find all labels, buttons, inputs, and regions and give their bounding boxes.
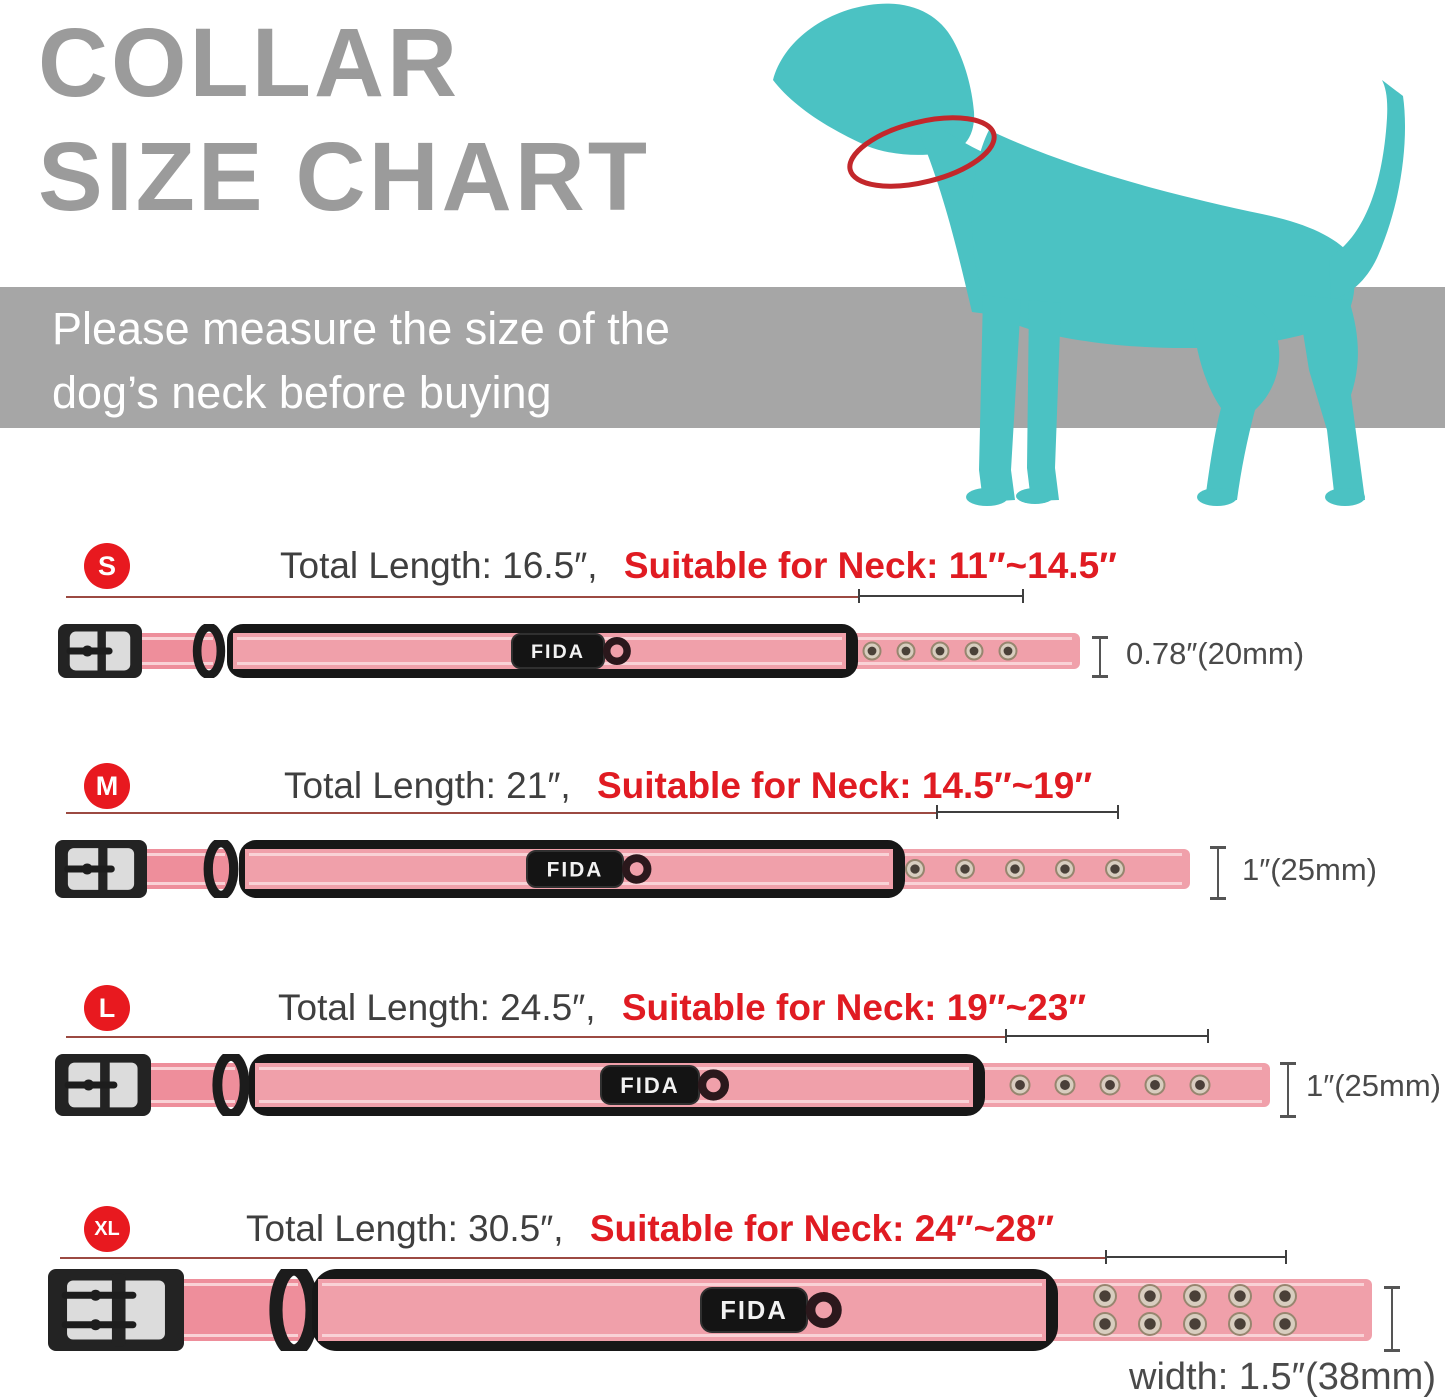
collar-image-m: FIDA (55, 840, 1190, 898)
width-label: 1″(25mm) (1306, 1068, 1441, 1103)
size-badge-s: S (84, 543, 130, 589)
length-line (66, 812, 936, 814)
neck-range-segment (858, 589, 1024, 603)
size-badge-m: M (84, 763, 130, 809)
size-badge-label: L (98, 992, 116, 1023)
neck-range-text: Suitable for Neck: 11″~14.5″ (623, 545, 1117, 586)
neck-range-segment (936, 805, 1119, 819)
width-label: 1″(25mm) (1242, 852, 1377, 887)
size-badge-l: L (84, 985, 130, 1031)
page-title: COLLAR SIZE CHART (38, 6, 650, 235)
length-line (60, 1257, 1105, 1259)
collar-brand-label: FIDA (531, 641, 585, 663)
collar-brand-label: FIDA (547, 859, 604, 882)
total-length-text: Total Length: 21″, (284, 765, 571, 806)
neck-range-text: Suitable for Neck: 24″~28″ (589, 1208, 1055, 1249)
neck-range-text: Suitable for Neck: 19″~23″ (621, 987, 1087, 1028)
size-badge-label: XL (94, 1217, 120, 1240)
banner-line-1: Please measure the size of the (52, 303, 670, 354)
total-length-text: Total Length: 30.5″, (246, 1208, 564, 1249)
size-badge-xl: XL (84, 1206, 130, 1252)
width-marker (1384, 1286, 1400, 1352)
neck-range-segment (1005, 1029, 1209, 1043)
width-label: 0.78″(20mm) (1126, 636, 1305, 671)
width-label: width: 1.5″(38mm) (1129, 1356, 1436, 1398)
red-collar-marker-icon (847, 115, 997, 189)
width-marker (1092, 636, 1108, 678)
size-spec-s: Total Length: 16.5″, Suitable for Neck: … (280, 544, 1117, 588)
size-spec-m: Total Length: 21″, Suitable for Neck: 14… (284, 764, 1092, 808)
length-line (66, 596, 858, 598)
banner-text: Please measure the size of the dog’s nec… (52, 297, 670, 425)
collar-brand-label: FIDA (620, 1073, 679, 1098)
size-badge-label: M (95, 770, 119, 801)
total-length-text: Total Length: 24.5″, (278, 987, 596, 1028)
collar-image-l: FIDA (55, 1054, 1270, 1116)
size-spec-l: Total Length: 24.5″, Suitable for Neck: … (278, 986, 1086, 1030)
collar-image-s: FIDA (58, 624, 1080, 678)
collar-brand-label: FIDA (720, 1297, 788, 1325)
width-marker (1210, 846, 1226, 900)
dog-silhouette-icon (773, 3, 1406, 506)
total-length-text: Total Length: 16.5″, (280, 545, 598, 586)
title-line-2: SIZE CHART (38, 122, 650, 232)
neck-range-text: Suitable for Neck: 14.5″~19″ (596, 765, 1093, 806)
collar-image-xl: FIDA (48, 1269, 1372, 1351)
size-spec-xl: Total Length: 30.5″, Suitable for Neck: … (246, 1207, 1054, 1251)
length-line (66, 1036, 1005, 1038)
size-badge-label: S (97, 550, 116, 581)
title-line-1: COLLAR (38, 8, 461, 117)
width-marker (1280, 1062, 1296, 1118)
banner-line-2: dog’s neck before buying (52, 366, 552, 418)
neck-range-segment (1105, 1250, 1287, 1264)
